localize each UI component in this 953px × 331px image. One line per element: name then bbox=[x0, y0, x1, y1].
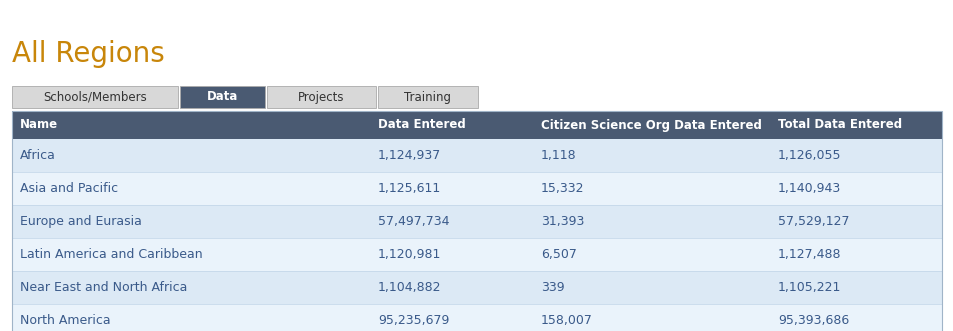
Text: 1,105,221: 1,105,221 bbox=[777, 281, 841, 294]
Text: 339: 339 bbox=[540, 281, 564, 294]
Bar bbox=[377, 86, 477, 108]
Text: Asia and Pacific: Asia and Pacific bbox=[20, 182, 118, 195]
Bar bbox=[12, 238, 941, 271]
Text: Projects: Projects bbox=[298, 90, 344, 104]
Text: 1,125,611: 1,125,611 bbox=[377, 182, 441, 195]
Text: 1,124,937: 1,124,937 bbox=[377, 149, 441, 162]
Bar bbox=[12, 304, 941, 331]
Text: 1,118: 1,118 bbox=[540, 149, 576, 162]
Text: All Regions: All Regions bbox=[12, 40, 165, 68]
Bar bbox=[12, 271, 941, 304]
Text: 6,507: 6,507 bbox=[540, 248, 576, 261]
Text: Schools/Members: Schools/Members bbox=[43, 90, 147, 104]
Text: 15,332: 15,332 bbox=[540, 182, 583, 195]
Text: 1,127,488: 1,127,488 bbox=[777, 248, 841, 261]
Bar bbox=[12, 139, 941, 172]
Bar bbox=[12, 111, 941, 139]
Bar bbox=[267, 86, 375, 108]
Bar bbox=[12, 86, 178, 108]
Text: 95,235,679: 95,235,679 bbox=[377, 314, 449, 327]
Text: 1,140,943: 1,140,943 bbox=[777, 182, 841, 195]
Bar bbox=[12, 172, 941, 205]
Bar bbox=[180, 86, 265, 108]
Text: Near East and North Africa: Near East and North Africa bbox=[20, 281, 187, 294]
Text: Data Entered: Data Entered bbox=[377, 118, 465, 131]
Text: Europe and Eurasia: Europe and Eurasia bbox=[20, 215, 142, 228]
Text: 95,393,686: 95,393,686 bbox=[777, 314, 848, 327]
Bar bbox=[12, 205, 941, 238]
Text: Training: Training bbox=[404, 90, 451, 104]
Text: 1,120,981: 1,120,981 bbox=[377, 248, 441, 261]
Text: 31,393: 31,393 bbox=[540, 215, 583, 228]
Text: Data: Data bbox=[207, 90, 238, 104]
Text: 57,497,734: 57,497,734 bbox=[377, 215, 449, 228]
Text: 1,104,882: 1,104,882 bbox=[377, 281, 441, 294]
Bar bbox=[12, 111, 941, 331]
Text: Citizen Science Org Data Entered: Citizen Science Org Data Entered bbox=[540, 118, 760, 131]
Text: 1,126,055: 1,126,055 bbox=[777, 149, 841, 162]
Text: 158,007: 158,007 bbox=[540, 314, 592, 327]
Text: North America: North America bbox=[20, 314, 111, 327]
Text: Name: Name bbox=[20, 118, 58, 131]
Text: Total Data Entered: Total Data Entered bbox=[777, 118, 902, 131]
Text: 57,529,127: 57,529,127 bbox=[777, 215, 848, 228]
Text: Latin America and Caribbean: Latin America and Caribbean bbox=[20, 248, 202, 261]
Text: Africa: Africa bbox=[20, 149, 56, 162]
